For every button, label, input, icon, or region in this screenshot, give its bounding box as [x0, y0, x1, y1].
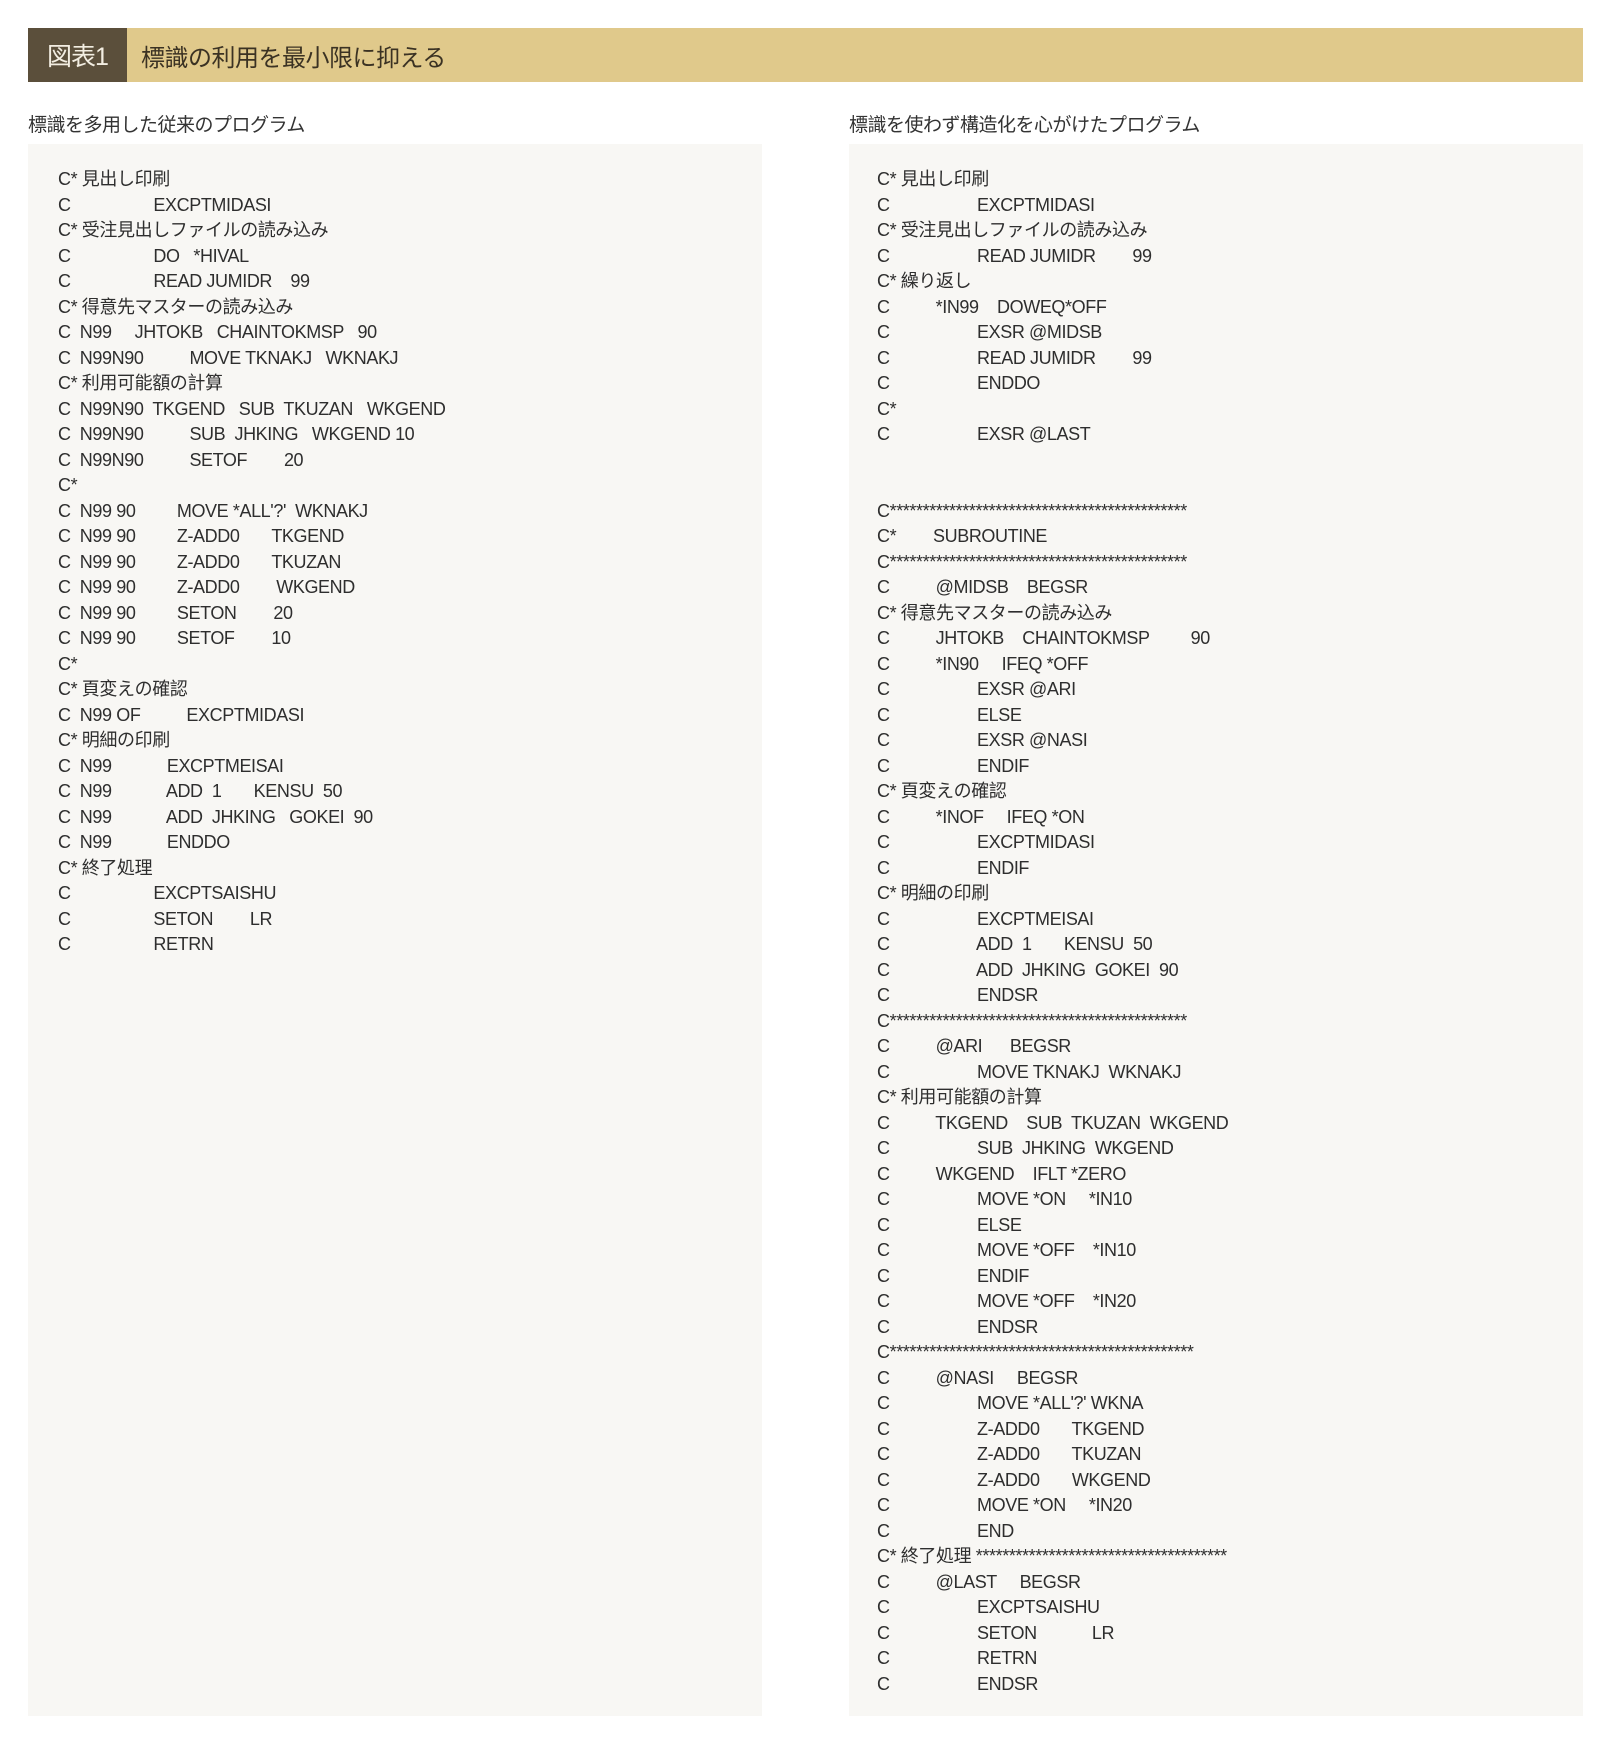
code-line: C N99N90 SUB JHKING WKGEND 10: [58, 424, 415, 444]
left-program-title: 標識を多用した従来のプログラム: [28, 115, 305, 136]
code-line: C ENDIF: [877, 1265, 1030, 1286]
figure-header: 図表1 標識の利用を最小限に抑える: [28, 28, 1583, 82]
code-line: [877, 473, 1583, 499]
code-line: C RETRN: [58, 934, 214, 954]
code-line: C EXCPTMIDASI: [877, 832, 1095, 852]
code-line: C***************************************…: [877, 500, 1187, 521]
code-line: C N99 ADD 1 KENSU 50: [58, 781, 343, 801]
code-line: C MOVE *ON *IN20: [877, 1495, 1132, 1515]
code-line: C N99N90 TKGEND SUB TKUZAN WKGEND: [58, 398, 446, 419]
code-line: C READ JUMIDR 99: [58, 271, 310, 291]
code-line: C SUB JHKING WKGEND: [877, 1138, 1174, 1158]
code-line: C MOVE *OFF *IN20: [877, 1291, 1136, 1311]
code-line: C ENDSR: [877, 1316, 1039, 1337]
code-line: C ELSE: [877, 704, 1022, 725]
code-line: C ENDIF: [877, 857, 1030, 878]
code-line: C* 受注見出しファイルの読み込み: [877, 220, 1148, 240]
code-line: C EXCPTSAISHU: [58, 883, 277, 903]
code-line: C* 頁変えの確認: [58, 679, 188, 699]
code-line: C***************************************…: [877, 1010, 1187, 1031]
code-line: C READ JUMIDR 99: [877, 245, 1152, 266]
code-line: C *IN99 DOWEQ*OFF: [877, 296, 1107, 317]
code-line: C* 見出し印刷: [58, 169, 170, 189]
code-line: C ENDSR: [877, 1673, 1039, 1694]
code-line: C ELSE: [877, 1214, 1022, 1235]
code-line: C MOVE *ON *IN10: [877, 1189, 1132, 1209]
code-line: C N99 90 SETOF 10: [58, 628, 291, 648]
code-line: C***************************************…: [877, 551, 1187, 572]
code-line: C EXCPTMIDASI: [58, 194, 272, 215]
code-line: C N99 90 Z-ADD0 WKGEND: [58, 577, 355, 597]
code-line: C EXCPTMEISAI: [877, 908, 1094, 929]
code-line: C N99 ENDDO: [58, 832, 230, 852]
code-line: C*: [877, 398, 897, 419]
code-line: C***************************************…: [877, 1342, 1194, 1362]
code-line: C ADD JHKING GOKEI 90: [877, 959, 1179, 980]
code-line: C* 利用可能額の計算: [877, 1087, 1042, 1107]
code-line: C @MIDSB BEGSR: [877, 577, 1088, 597]
code-line: C Z-ADD0 TKGEND: [877, 1418, 1145, 1439]
code-line: C N99 90 Z-ADD0 TKGEND: [58, 526, 344, 546]
code-line: C SETON LR: [58, 908, 273, 929]
code-line: C TKGEND SUB TKUZAN WKGEND: [877, 1112, 1229, 1133]
code-line: C *INOF IFEQ *ON: [877, 806, 1085, 827]
code-line: C MOVE *ALL'?' WKNA: [877, 1393, 1144, 1413]
code-line: C*: [58, 475, 78, 495]
code-line: C* 繰り返し: [877, 271, 972, 291]
code-line: C ENDDO: [877, 373, 1041, 393]
code-line: C N99 90 SETON 20: [58, 602, 293, 623]
code-line: C N99N90 MOVE TKNAKJ WKNAKJ: [58, 347, 399, 368]
code-line: C N99 90 Z-ADD0 TKUZAN: [58, 551, 341, 572]
code-line: C ADD 1 KENSU 50: [877, 934, 1153, 954]
code-line: C @ARI BEGSR: [877, 1036, 1071, 1056]
code-line: C EXSR @NASI: [877, 730, 1088, 750]
right-program-title: 標識を使わず構造化を心がけたプログラム: [849, 115, 1200, 136]
right-code-listing: C* 見出し印刷 C EXCPTMIDASI C* 受注見出しファイルの読み込み C …: [849, 144, 1583, 1716]
code-line: C EXSR @LAST: [877, 424, 1091, 444]
code-line: C N99N90 SETOF 20: [58, 449, 304, 470]
code-line: C Z-ADD0 TKUZAN: [877, 1444, 1142, 1464]
code-line: C* 得意先マスターの読み込み: [58, 296, 294, 317]
code-line: C WKGEND IFLT *ZERO: [877, 1163, 1126, 1184]
code-line: C @LAST BEGSR: [877, 1571, 1081, 1592]
code-line: C END: [877, 1520, 1014, 1541]
code-line: C EXCPTSAISHU: [877, 1597, 1100, 1617]
code-line: C N99 90 MOVE *ALL'?' WKNAKJ: [58, 500, 368, 521]
code-line: C MOVE TKNAKJ WKNAKJ: [877, 1061, 1182, 1082]
code-line: C EXSR @ARI: [877, 679, 1076, 699]
code-line: C* 得意先マスターの読み込み: [877, 602, 1113, 623]
code-line: C Z-ADD0 WKGEND: [877, 1469, 1151, 1490]
code-line: C N99 OF EXCPTMIDASI: [58, 704, 305, 725]
code-line: C RETRN: [877, 1648, 1038, 1668]
code-line: C* 利用可能額の計算: [58, 373, 223, 393]
code-line: C* SUBROUTINE: [877, 526, 1048, 546]
code-line: C READ JUMIDR 99: [877, 347, 1152, 368]
code-line: C JHTOKB CHAINTOKMSP 90: [877, 628, 1210, 648]
code-line: C EXSR @MIDSB: [877, 322, 1102, 342]
figure-title: 標識の利用を最小限に抑える: [141, 44, 446, 72]
code-line: C *IN90 IFEQ *OFF: [877, 653, 1089, 674]
code-line: C DO *HIVAL: [58, 245, 249, 266]
code-line: C ENDSR: [877, 985, 1039, 1005]
code-line: [877, 448, 1583, 474]
code-line: C* 見出し印刷: [877, 169, 989, 189]
code-line: C* 頁変えの確認: [877, 781, 1007, 801]
code-line: C N99 JHTOKB CHAINTOKMSP 90: [58, 322, 377, 342]
code-line: C N99 ADD JHKING GOKEI 90: [58, 806, 373, 827]
left-code-listing: C* 見出し印刷 C EXCPTMIDASI C* 受注見出しファイルの読み込み C …: [28, 144, 762, 1716]
code-line: C @NASI BEGSR: [877, 1367, 1078, 1388]
code-line: C* 受注見出しファイルの読み込み: [58, 220, 329, 240]
code-line: C EXCPTMIDASI: [877, 194, 1095, 215]
code-line: C*: [58, 653, 78, 674]
code-line: C* 終了処理 ********************************…: [877, 1546, 1227, 1566]
code-line: C* 明細の印刷: [877, 883, 989, 903]
code-line: C ENDIF: [877, 755, 1030, 776]
code-line: C MOVE *OFF *IN10: [877, 1240, 1136, 1260]
code-line: C* 終了処理: [58, 857, 153, 878]
figure-number: 図表1: [28, 28, 127, 82]
code-line: C N99 EXCPTMEISAI: [58, 755, 284, 776]
code-line: C SETON LR: [877, 1622, 1115, 1643]
code-line: C* 明細の印刷: [58, 730, 170, 750]
